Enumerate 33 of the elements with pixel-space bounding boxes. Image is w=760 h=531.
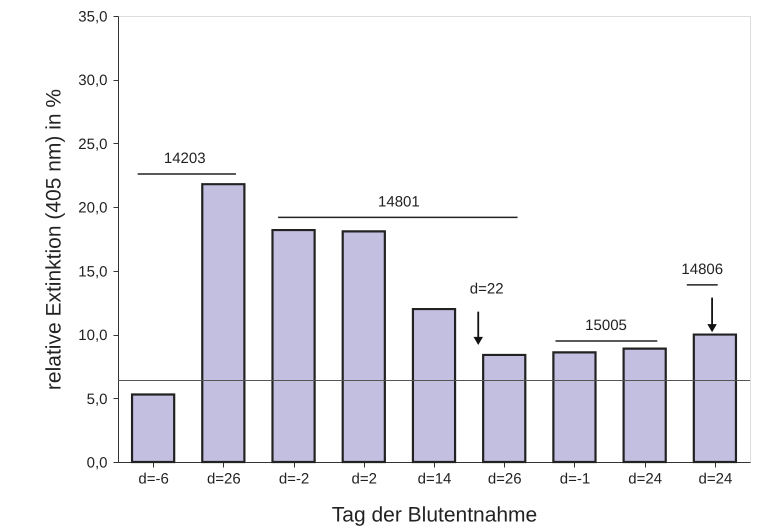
x-tick-label: d=-2 [278,470,310,488]
x-tick-label: d=2 [352,470,378,488]
bar [271,228,316,464]
annotation: d=22 [470,280,504,298]
x-tick-label: d=26 [488,470,522,488]
y-tick-label: 10,0 [78,327,108,344]
bar [130,393,176,464]
x-tick-label: d=26 [206,470,241,488]
annotation: 15005 [585,316,627,334]
x-tick-label: d=-6 [138,470,169,488]
bar [692,333,738,464]
x-tick-label: d=-1 [560,470,590,488]
annotation: 14806 [681,260,724,278]
bar [342,230,386,464]
x-tick-label: d=14 [418,470,452,488]
y-tick-label: 15,0 [78,263,108,280]
bar [622,347,667,464]
annotation: 14203 [164,150,206,168]
bar [201,183,246,464]
y-tick-label: 35,0 [78,8,108,26]
y-axis-title: relative Extinktion (405 nm) in % [42,88,66,390]
y-tick-label: 5,0 [86,390,108,408]
bar [552,351,597,464]
x-tick-label: d=24 [628,470,662,488]
annotation: 14801 [378,193,420,210]
y-tick-label: 0,0 [86,454,108,472]
y-tick-label: 30,0 [78,72,108,90]
bar [482,354,526,464]
x-axis-title: Tag der Blutentnahme [332,504,538,526]
x-tick-label: d=24 [698,470,732,488]
bar [412,308,456,464]
y-tick-label: 20,0 [78,200,108,217]
y-tick-label: 25,0 [78,136,108,153]
